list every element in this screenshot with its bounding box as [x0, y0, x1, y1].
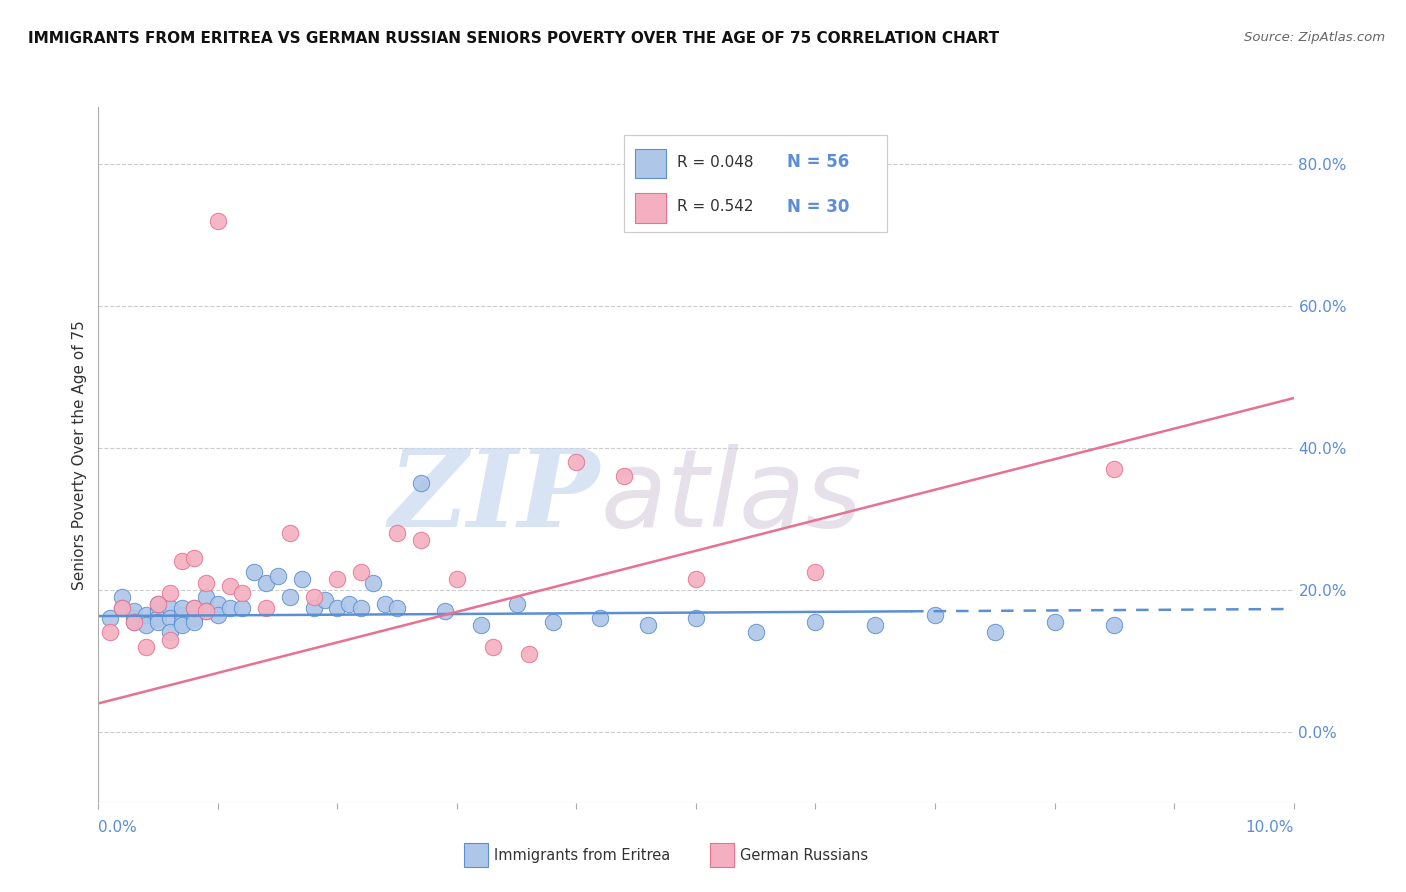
Text: ZIP: ZIP: [389, 443, 600, 549]
Text: IMMIGRANTS FROM ERITREA VS GERMAN RUSSIAN SENIORS POVERTY OVER THE AGE OF 75 COR: IMMIGRANTS FROM ERITREA VS GERMAN RUSSIA…: [28, 31, 1000, 46]
Point: [148, 597, 170, 611]
Point: [350, 565, 373, 579]
Point: [148, 604, 170, 618]
Point: [302, 590, 325, 604]
Point: [411, 533, 433, 548]
Point: [159, 611, 181, 625]
Point: [195, 590, 218, 604]
Point: [231, 600, 253, 615]
Point: [135, 607, 157, 622]
Point: [339, 597, 361, 611]
Point: [98, 625, 122, 640]
Point: [278, 526, 301, 541]
Point: [1043, 615, 1066, 629]
Point: [326, 600, 349, 615]
Point: [254, 600, 277, 615]
Point: [1104, 618, 1126, 632]
Point: [159, 600, 181, 615]
Point: [135, 618, 157, 632]
Point: [148, 597, 170, 611]
Point: [183, 600, 205, 615]
Point: [159, 632, 181, 647]
Point: [124, 615, 146, 629]
Point: [565, 455, 588, 469]
Point: [804, 615, 827, 629]
Point: [219, 579, 242, 593]
Point: [207, 597, 229, 611]
Point: [243, 565, 266, 579]
Point: [135, 640, 157, 654]
Point: [291, 572, 314, 586]
Point: [172, 554, 194, 568]
Point: [984, 625, 1007, 640]
Text: 10.0%: 10.0%: [1246, 821, 1294, 835]
Point: [374, 597, 396, 611]
Point: [124, 615, 146, 629]
Point: [183, 600, 205, 615]
Point: [124, 604, 146, 618]
Point: [517, 647, 540, 661]
Point: [541, 615, 564, 629]
Point: [195, 604, 218, 618]
Point: [159, 586, 181, 600]
Point: [219, 600, 242, 615]
Point: [363, 575, 385, 590]
Point: [470, 618, 492, 632]
Point: [254, 575, 277, 590]
Text: German Russians: German Russians: [740, 848, 868, 863]
Point: [172, 615, 194, 629]
Point: [231, 586, 253, 600]
Point: [745, 625, 768, 640]
Point: [172, 618, 194, 632]
Point: [685, 572, 707, 586]
Point: [589, 611, 612, 625]
Point: [637, 618, 659, 632]
Text: 0.0%: 0.0%: [98, 821, 138, 835]
Point: [172, 607, 194, 622]
Point: [111, 600, 134, 615]
Point: [865, 618, 887, 632]
Text: Immigrants from Eritrea: Immigrants from Eritrea: [494, 848, 669, 863]
Point: [385, 600, 409, 615]
Point: [434, 604, 457, 618]
Point: [482, 640, 505, 654]
Point: [302, 600, 325, 615]
Text: Source: ZipAtlas.com: Source: ZipAtlas.com: [1244, 31, 1385, 45]
Point: [111, 600, 134, 615]
Point: [1104, 462, 1126, 476]
Point: [278, 590, 301, 604]
Point: [183, 611, 205, 625]
Point: [195, 604, 218, 618]
Point: [326, 572, 349, 586]
Point: [804, 565, 827, 579]
Point: [613, 469, 636, 483]
Point: [172, 600, 194, 615]
Point: [924, 607, 946, 622]
Point: [315, 593, 337, 607]
Text: atlas: atlas: [600, 444, 862, 549]
Point: [195, 575, 218, 590]
Y-axis label: Seniors Poverty Over the Age of 75: Seniors Poverty Over the Age of 75: [72, 320, 87, 590]
Point: [159, 625, 181, 640]
Point: [98, 611, 122, 625]
Point: [207, 607, 229, 622]
Point: [148, 615, 170, 629]
Point: [124, 611, 146, 625]
Point: [183, 550, 205, 565]
Point: [685, 611, 707, 625]
Point: [267, 568, 290, 582]
Point: [183, 615, 205, 629]
Point: [385, 526, 409, 541]
Point: [446, 572, 468, 586]
Point: [148, 611, 170, 625]
Point: [111, 590, 134, 604]
Point: [207, 213, 229, 227]
Point: [350, 600, 373, 615]
Point: [506, 597, 529, 611]
Point: [411, 476, 433, 491]
